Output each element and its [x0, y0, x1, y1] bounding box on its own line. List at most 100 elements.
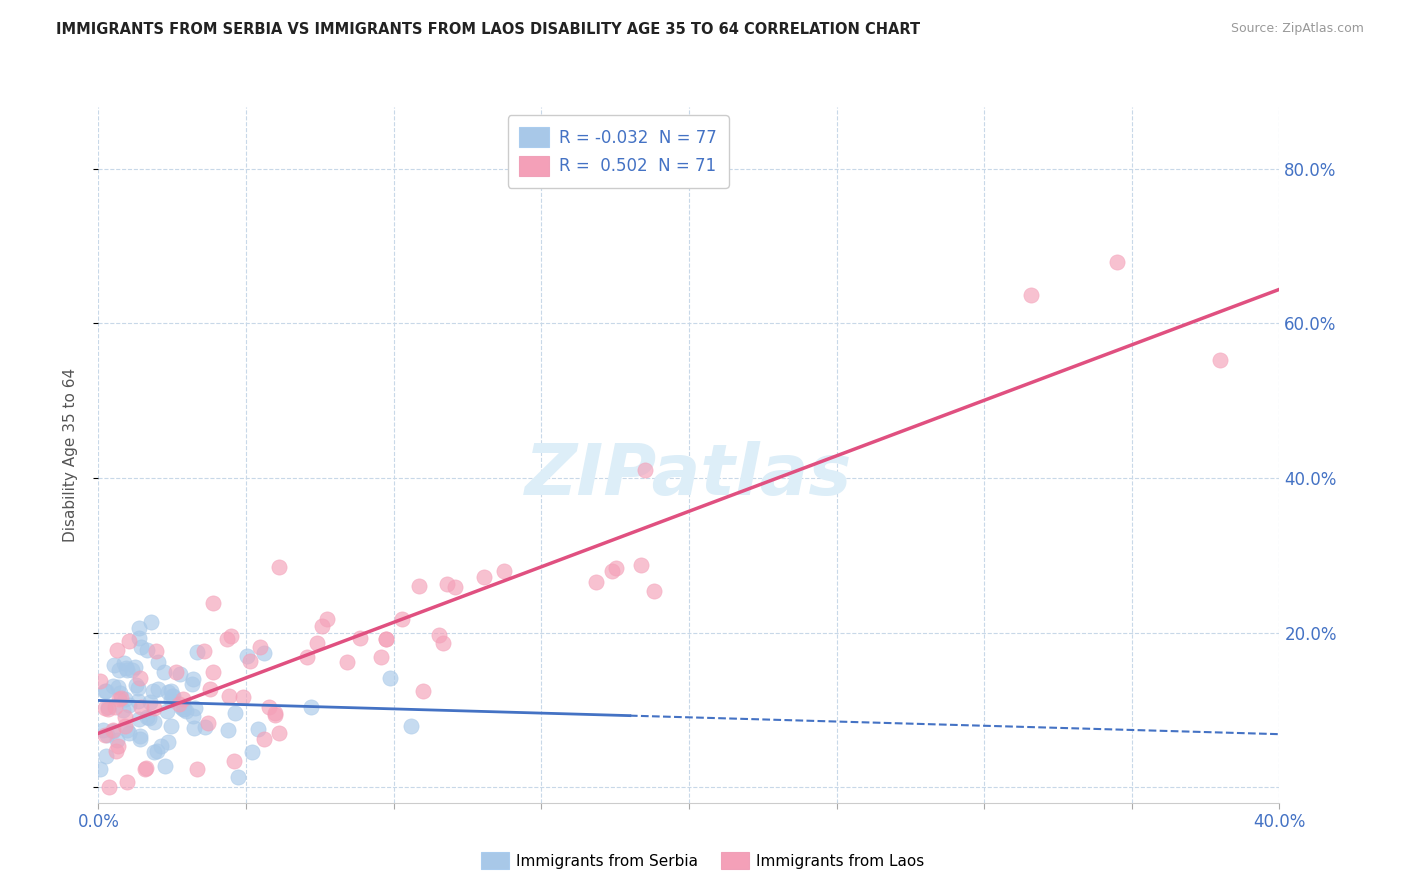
Point	[107, 680, 129, 694]
Point	[492, 564, 515, 578]
Point	[148, 682, 170, 697]
Point	[172, 702, 194, 716]
Point	[101, 723, 124, 738]
Point	[232, 690, 254, 704]
Point	[170, 700, 193, 714]
Point	[218, 689, 240, 703]
Point	[172, 692, 194, 706]
Point	[94, 684, 117, 698]
Point	[135, 710, 157, 724]
Point	[630, 558, 652, 572]
Point	[127, 681, 149, 695]
Point	[159, 693, 181, 707]
Point	[108, 663, 131, 677]
Point	[267, 725, 290, 739]
Point	[96, 728, 118, 742]
Point	[157, 684, 180, 698]
Point	[141, 683, 163, 698]
Point	[107, 732, 129, 747]
Point	[253, 732, 276, 747]
Point	[181, 709, 204, 723]
Point	[103, 658, 125, 673]
Point	[412, 684, 434, 698]
Point	[240, 745, 263, 759]
Point	[198, 681, 221, 696]
Point	[115, 660, 138, 674]
Point	[105, 642, 128, 657]
Legend: Immigrants from Serbia, Immigrants from Laos: Immigrants from Serbia, Immigrants from …	[475, 846, 931, 875]
Point	[336, 655, 359, 669]
Point	[236, 648, 259, 663]
Point	[128, 631, 150, 645]
Point	[197, 715, 219, 730]
Text: Source: ZipAtlas.com: Source: ZipAtlas.com	[1230, 22, 1364, 36]
Point	[585, 574, 607, 589]
Point	[162, 689, 184, 703]
Point	[156, 704, 179, 718]
Point	[202, 596, 225, 610]
Point	[181, 677, 204, 691]
Point	[253, 646, 276, 660]
Point	[474, 570, 496, 584]
Point	[186, 762, 208, 776]
Point	[97, 702, 120, 716]
Point	[129, 729, 152, 743]
Point	[315, 612, 337, 626]
Point	[436, 577, 458, 591]
Point	[93, 728, 115, 742]
Point	[186, 645, 208, 659]
Point	[97, 780, 120, 795]
Point	[128, 671, 150, 685]
Point	[183, 721, 205, 735]
Point	[104, 700, 127, 714]
Text: IMMIGRANTS FROM SERBIA VS IMMIGRANTS FROM LAOS DISABILITY AGE 35 TO 64 CORRELATI: IMMIGRANTS FROM SERBIA VS IMMIGRANTS FRO…	[56, 22, 921, 37]
Point	[267, 559, 290, 574]
Point	[127, 694, 149, 708]
Point	[349, 631, 371, 645]
Point	[108, 685, 131, 699]
Point	[239, 654, 262, 668]
Point	[89, 762, 111, 776]
Point	[432, 636, 454, 650]
Point	[129, 640, 152, 655]
Point	[157, 734, 180, 748]
Point	[193, 644, 215, 658]
Point	[129, 699, 152, 714]
Point	[145, 644, 167, 658]
Point	[226, 770, 249, 784]
Point	[115, 723, 138, 738]
Text: ZIPatlas: ZIPatlas	[526, 442, 852, 510]
Point	[408, 579, 430, 593]
Point	[311, 619, 333, 633]
Point	[429, 628, 451, 642]
Point	[143, 701, 166, 715]
Point	[112, 656, 135, 670]
Point	[128, 712, 150, 726]
Point	[145, 744, 167, 758]
Point	[136, 643, 159, 657]
Point	[370, 649, 392, 664]
Point	[101, 679, 124, 693]
Point	[1209, 353, 1232, 368]
Point	[110, 691, 132, 706]
Point	[634, 463, 657, 477]
Point	[194, 720, 217, 734]
Point	[159, 718, 181, 732]
Point	[169, 666, 191, 681]
Legend: R = -0.032  N = 77, R =  0.502  N = 71: R = -0.032 N = 77, R = 0.502 N = 71	[508, 115, 728, 187]
Point	[105, 744, 128, 758]
Point	[299, 700, 322, 714]
Point	[118, 726, 141, 740]
Point	[217, 632, 239, 646]
Point	[201, 665, 224, 680]
Point	[135, 761, 157, 775]
Point	[1107, 254, 1129, 268]
Point	[108, 692, 131, 706]
Point	[443, 580, 465, 594]
Point	[114, 719, 136, 733]
Point	[263, 706, 285, 720]
Point	[257, 700, 280, 714]
Point	[139, 695, 162, 709]
Point	[124, 660, 146, 674]
Point	[307, 636, 329, 650]
